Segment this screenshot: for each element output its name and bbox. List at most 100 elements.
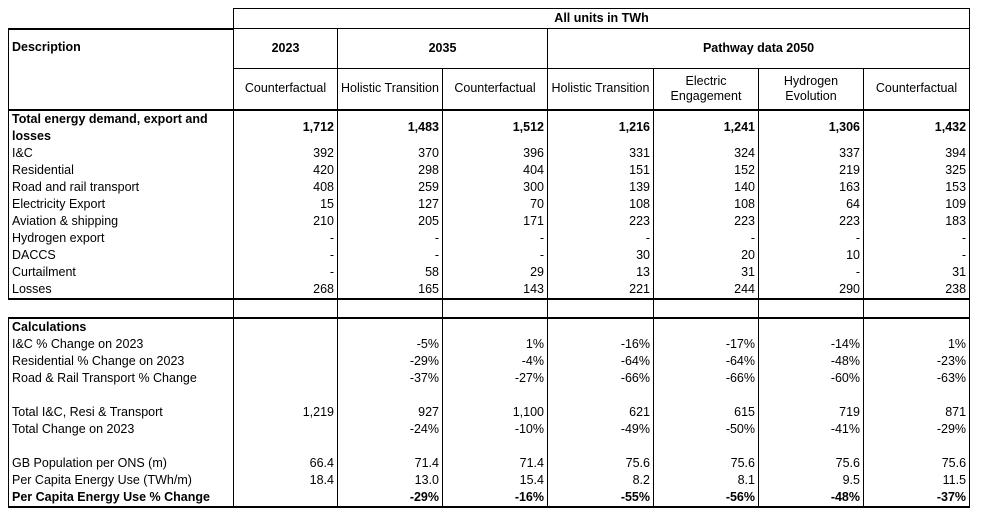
value-cell: -14% <box>758 335 864 353</box>
row-label: I&C <box>8 144 234 162</box>
separator-cell <box>442 298 548 318</box>
value-cell: 31 <box>653 263 759 281</box>
demand-row: I&C 392 370 396 331 324 337 394 <box>8 144 971 162</box>
value-cell: 8.1 <box>653 471 759 489</box>
value-cell: -27% <box>442 369 548 387</box>
value-cell: 290 <box>758 280 864 300</box>
value-cell: 70 <box>442 195 548 213</box>
value-cell <box>233 316 338 336</box>
value-cell: 29 <box>442 263 548 281</box>
value-cell: - <box>862 246 971 264</box>
value-cell: 205 <box>337 212 443 230</box>
year-2023-header: 2023 <box>233 28 338 69</box>
row-label: Total I&C, Resi & Transport <box>8 403 234 421</box>
value-cell: - <box>758 263 864 281</box>
scenario-header-row: Counterfactual Holistic Transition Count… <box>9 68 971 110</box>
value-cell: -66% <box>653 369 759 387</box>
value-cell: 153 <box>862 178 971 196</box>
value-cell: 20 <box>653 246 759 264</box>
row-label: DACCS <box>8 246 234 264</box>
demand-row: Hydrogen export - - - - - - - <box>8 229 971 247</box>
value-cell: 404 <box>442 161 548 179</box>
value-cell: 1,483 <box>337 108 443 145</box>
value-cell: 108 <box>547 195 654 213</box>
row-label: Road & Rail Transport % Change <box>8 369 234 387</box>
separator-cell <box>233 298 338 318</box>
value-cell: 30 <box>547 246 654 264</box>
value-cell: -56% <box>653 488 759 508</box>
value-cell: 719 <box>758 403 864 421</box>
value-cell: 927 <box>337 403 443 421</box>
description-header: Description <box>8 27 234 110</box>
calc-row: Road & Rail Transport % Change -37% -27% -6… <box>8 369 971 387</box>
value-cell: -60% <box>758 369 864 387</box>
col-header: Hydrogen Evolution <box>758 68 864 110</box>
energy-table-container: All units in TWh Description 2023 2035 P… <box>8 8 971 508</box>
value-cell: -5% <box>337 335 443 353</box>
value-cell: 151 <box>547 161 654 179</box>
value-cell: -24% <box>337 420 443 438</box>
value-cell <box>233 386 338 404</box>
value-cell: -10% <box>442 420 548 438</box>
value-cell: - <box>442 246 548 264</box>
value-cell <box>758 316 864 336</box>
year-2035-header: 2035 <box>337 28 548 69</box>
value-cell: - <box>862 229 971 247</box>
demand-row: Aviation & shipping 210 205 171 223 223 223 183 <box>8 212 971 230</box>
value-cell <box>233 352 338 370</box>
value-cell: 1,512 <box>442 108 548 145</box>
value-cell: 394 <box>862 144 971 162</box>
value-cell: 244 <box>653 280 759 300</box>
value-cell: - <box>547 229 654 247</box>
calc-row: Residential % Change on 2023 -29% -4% -64% -… <box>8 352 971 370</box>
value-cell <box>337 316 443 336</box>
value-cell: -48% <box>758 488 864 508</box>
row-label: Curtailment <box>8 263 234 281</box>
value-cell: 31 <box>862 263 971 281</box>
calculations-title-row: Calculations <box>8 316 971 336</box>
value-cell: -29% <box>862 420 971 438</box>
value-cell: 223 <box>653 212 759 230</box>
pathway-2050-header: Pathway data 2050 <box>546 28 971 69</box>
value-cell: -37% <box>862 488 971 508</box>
value-cell: 223 <box>758 212 864 230</box>
value-cell <box>862 437 971 455</box>
demand-row: Curtailment -58 29 13 31-31 <box>8 263 971 281</box>
value-cell <box>442 316 548 336</box>
value-cell: 183 <box>862 212 971 230</box>
value-cell: 108 <box>653 195 759 213</box>
value-cell: 871 <box>862 403 971 421</box>
value-cell: 163 <box>758 178 864 196</box>
calc-row: Total I&C, Resi & Transport 1,219 927 1,100… <box>8 403 971 421</box>
value-cell: -4% <box>442 352 548 370</box>
value-cell: -41% <box>758 420 864 438</box>
value-cell <box>442 437 548 455</box>
units-header: All units in TWh <box>232 8 971 29</box>
value-cell <box>758 386 864 404</box>
separator-cell <box>758 298 864 318</box>
col-header: Holistic Transition <box>547 68 654 110</box>
value-cell: 396 <box>442 144 548 162</box>
value-cell: 324 <box>653 144 759 162</box>
col-header: Electric Engagement <box>653 68 759 110</box>
value-cell <box>442 386 548 404</box>
row-label: Residential <box>8 161 234 179</box>
value-cell: -16% <box>547 335 654 353</box>
separator-cell <box>9 299 234 318</box>
value-cell <box>758 437 864 455</box>
value-cell: 15 <box>233 195 338 213</box>
value-cell: 221 <box>547 280 654 300</box>
per-capita-change-row: Per Capita Energy Use % Change -29% -16% -5… <box>8 488 971 508</box>
calc-row: GB Population per ONS (m) 66.4 71.4 71.4 75.… <box>8 454 971 472</box>
value-cell: 71.4 <box>337 454 443 472</box>
value-cell: - <box>337 229 443 247</box>
value-cell: 15.4 <box>442 471 548 489</box>
value-cell: 268 <box>233 280 338 300</box>
value-cell: 1,219 <box>233 403 338 421</box>
value-cell: 259 <box>337 178 443 196</box>
value-cell: 9.5 <box>758 471 864 489</box>
separator-cell <box>862 298 971 318</box>
value-cell: 238 <box>862 280 971 300</box>
calc-row: Per Capita Energy Use (TWh/m) 18.4 13.0 15.… <box>8 471 971 489</box>
value-cell: -49% <box>547 420 654 438</box>
